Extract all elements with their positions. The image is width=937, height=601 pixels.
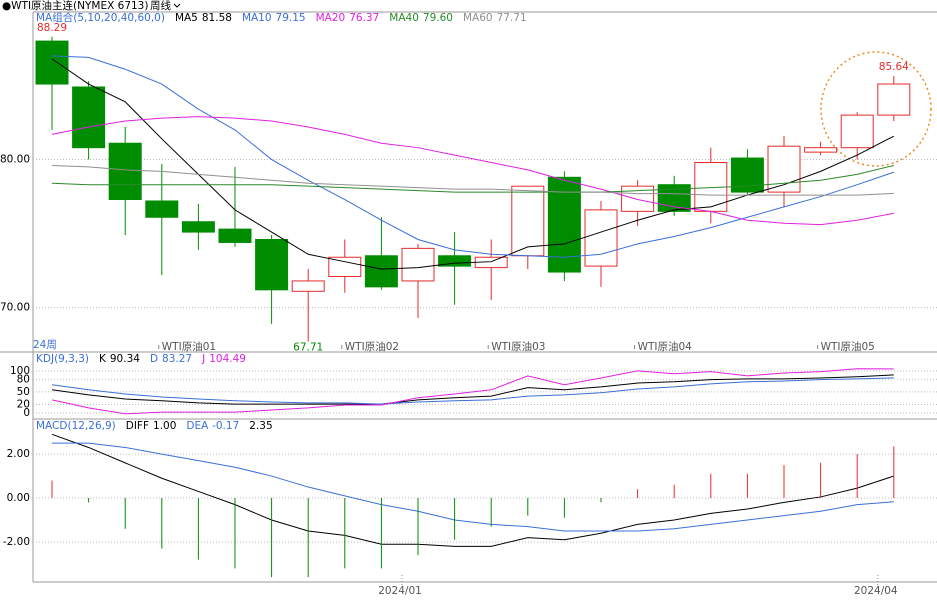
- x-tick-label: 2024/01: [378, 585, 422, 597]
- legend-value: 2.35: [249, 420, 272, 432]
- candle-body: [72, 86, 106, 149]
- legend-title: MA组合(5,10,20,40,60,0): [36, 11, 165, 24]
- y-tick-label: 2.00: [7, 448, 30, 460]
- series-line: [51, 433, 894, 547]
- x-tick-label: WTI原油02: [345, 340, 399, 353]
- legend-title: MACD(12,26,9): [36, 420, 116, 432]
- candle-body: [511, 185, 545, 257]
- legend-name: DIFF: [126, 420, 149, 432]
- candle-body: [840, 114, 874, 149]
- candle-body: [438, 255, 472, 267]
- legend-name: MA40: [389, 12, 419, 24]
- legend: MACD(12,26,9) DIFF 1.00 DEA -0.17 2.35: [36, 420, 273, 432]
- candle-body: [401, 247, 435, 282]
- annotation: 67.71: [293, 341, 323, 353]
- y-tick-label: 100: [10, 365, 30, 377]
- series-line: [51, 116, 894, 226]
- legend-value: 77.71: [497, 12, 527, 24]
- candle-body: [328, 256, 362, 277]
- legend-name: D: [150, 353, 158, 365]
- legend-value: 90.34: [110, 353, 140, 365]
- series-line: [52, 442, 894, 532]
- candle-body: [364, 255, 398, 288]
- legend-name: K: [99, 353, 107, 365]
- legend-name: MA60: [463, 12, 493, 24]
- candle-body: [145, 200, 179, 218]
- series-line: [51, 368, 894, 415]
- instrument[interactable]: ●WTI原油主连(NYMEX 6713): [2, 0, 148, 12]
- candle-body: [181, 221, 215, 233]
- legend-value: 76.37: [349, 12, 379, 24]
- legend-name: MA20: [316, 12, 346, 24]
- y-tick-label: 0: [23, 407, 30, 419]
- legend-name: MA10: [242, 12, 272, 24]
- period-selector[interactable]: 周线: [150, 0, 171, 12]
- y-tick-label: -2.00: [3, 536, 30, 548]
- legend-name: DEA: [186, 420, 209, 432]
- series-line: [51, 58, 895, 270]
- series-line: [51, 164, 894, 196]
- y-tick-label: 0.00: [7, 492, 30, 504]
- candle-body: [804, 147, 838, 153]
- series-line: [51, 374, 894, 405]
- series-line: [51, 164, 894, 193]
- y-tick-label: 50: [17, 386, 30, 398]
- y-tick-label: 80: [17, 373, 30, 385]
- annotation: 85.64: [879, 61, 909, 73]
- legend-value: -0.17: [212, 420, 239, 432]
- candle-body: [584, 209, 618, 267]
- dropdown-arrow[interactable]: [173, 3, 181, 8]
- legend-value: 1.00: [153, 420, 176, 432]
- legend-value: 79.15: [276, 12, 306, 24]
- y-tick-label: 80.00: [0, 154, 30, 166]
- candle-body: [218, 228, 252, 243]
- x-tick-label: WTI原油04: [638, 340, 693, 353]
- x-tick-label: WTI原油05: [821, 340, 875, 353]
- y-tick-label: 70.00: [0, 302, 30, 314]
- candle-body: [35, 40, 69, 85]
- legend-value: 81.58: [202, 12, 232, 24]
- legend-title: KDJ(9,3,3): [36, 353, 89, 365]
- candle-body: [291, 280, 325, 292]
- legend-name: J: [201, 353, 205, 365]
- series-line: [51, 55, 894, 258]
- period-label: 24周: [33, 339, 57, 351]
- x-tick-label: WTI原油01: [162, 340, 216, 353]
- annotation: 88.29: [37, 22, 67, 34]
- legend: MA组合(5,10,20,40,60,0) MA5 81.58 MA10 79.15 MA…: [36, 11, 527, 24]
- candle-body: [255, 238, 289, 291]
- series-line: [51, 377, 894, 405]
- candle-body: [108, 142, 142, 201]
- legend-value: 104.49: [209, 353, 246, 365]
- candle-body: [877, 83, 911, 116]
- highlight-circle: [820, 51, 932, 167]
- legend-name: MA5: [175, 12, 198, 24]
- x-tick-label: 2024/04: [854, 585, 898, 597]
- x-tick-label: WTI原油03: [491, 340, 545, 353]
- legend-value: 83.27: [162, 353, 192, 365]
- y-tick-label: 20: [17, 399, 30, 411]
- legend: KDJ(9,3,3) K 90.34 D 83.27 J 104.49: [36, 353, 246, 365]
- legend-value: 79.60: [423, 12, 453, 24]
